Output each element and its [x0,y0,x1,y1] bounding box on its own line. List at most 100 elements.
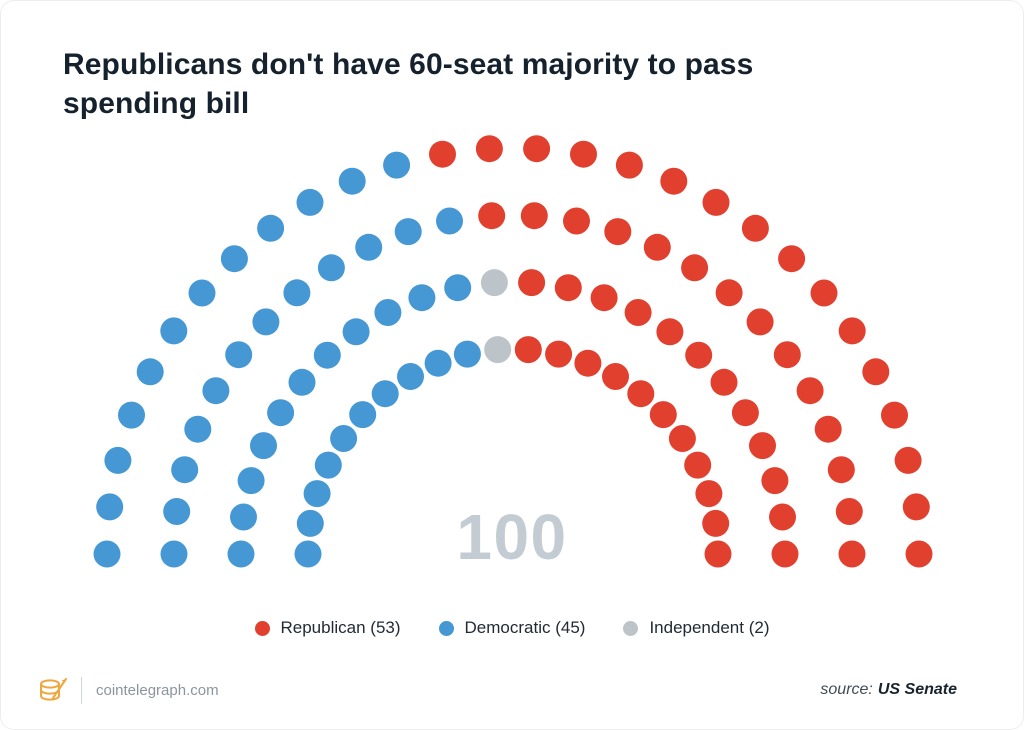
seat-dot-republican [545,340,573,368]
legend-label-democratic: Democratic (45) [464,618,586,637]
legend-item-democratic: Democratic (45) [438,618,586,638]
seat-dot-republican [668,425,696,452]
seat-dot-democratic [436,207,463,235]
seat-dot-republican [684,451,712,479]
seat-dot-republican [715,279,743,307]
seat-dot-republican [838,540,866,568]
total-seats-label: 100 [456,501,568,573]
seat-dot-independent [480,269,508,297]
seat-dot-republican [771,540,799,568]
seat-dot-democratic [317,254,345,282]
seat-dot-democratic [163,498,191,525]
seat-dot-democratic [342,318,370,346]
seat-dot-democratic [230,503,257,531]
legend-item-republican: Republican (53) [254,618,401,638]
seat-dot-republican [773,341,801,369]
seat-dot-democratic [184,415,212,443]
seat-dot-democratic [374,299,402,326]
seat-dot-republican [514,336,542,364]
seat-dot-democratic [296,188,324,216]
seat-dot-republican [862,358,890,386]
seat-dot-republican [749,432,776,460]
seat-dot-republican [554,274,582,302]
footer: cointelegraph.com source: US Senate [1,657,1023,729]
seat-dot-democratic [188,279,216,307]
seat-dot-republican [624,299,652,326]
seat-dot-republican [604,218,632,246]
legend-label-independent: Independent (2) [649,618,770,637]
seat-dot-democratic [397,363,424,390]
seat-dot-republican [643,233,671,261]
seat-dot-democratic [453,340,481,368]
legend-dot-independent [623,620,639,636]
footer-site-text: cointelegraph.com [96,681,219,699]
seat-dot-democratic [314,451,342,479]
seat-dot-democratic [136,358,164,386]
cointelegraph-logo-icon [40,678,67,701]
hemicycle-seat-chart [93,135,933,568]
seat-dot-republican [602,363,629,390]
seat-dot-republican [702,188,730,216]
legend-dot-republican [254,620,270,636]
seat-dot-republican [731,399,759,427]
seat-dot-republican [615,151,643,179]
seat-dot-democratic [303,480,331,508]
seat-dot-democratic [288,368,316,396]
source-name: US Senate [877,681,957,698]
seat-dot-republican [769,503,796,531]
legend-dot-democratic [438,620,454,636]
seat-dot-republican [814,415,842,443]
seat-dot-democratic [171,456,199,484]
seat-dot-republican [746,308,774,336]
seat-dot-republican [796,377,824,405]
seat-dot-democratic [202,377,230,405]
seat-dot-republican [902,493,930,521]
seat-dot-democratic [424,349,452,377]
seat-dot-democratic [338,167,366,195]
seat-dot-republican [905,540,933,568]
seat-dot-democratic [220,245,248,273]
seat-dot-democratic [313,341,341,369]
seat-dot-democratic [394,218,422,246]
seat-dot-republican [590,284,618,312]
seat-dot-democratic [296,509,324,537]
seat-dot-republican [627,380,655,408]
seat-dot-democratic [252,308,280,336]
footer-divider [81,676,82,704]
chart-title-line-2: spending bill [63,87,250,121]
seat-dot-democratic [267,399,295,427]
seat-dot-republican [810,279,838,307]
seat-dot-republican [656,318,684,346]
seat-dot-republican [778,245,806,273]
seat-dot-democratic [160,317,188,345]
seat-dot-democratic [225,341,253,369]
seat-dot-democratic [104,446,132,474]
seat-dot-independent [484,336,512,364]
seat-dot-republican [523,135,551,163]
chart-title-line-1: Republicans don't have 60-seat majority … [63,48,754,82]
seat-dot-democratic [383,151,411,179]
seat-dot-republican [520,202,548,230]
seat-dot-democratic [294,540,322,568]
seat-dot-democratic [444,274,472,302]
source-attribution: source: US Senate [820,681,957,699]
legend: Republican (53) Democratic (45) Independ… [1,618,1023,638]
seat-dot-republican [574,349,602,377]
seat-dot-republican [563,207,590,235]
seat-dot-democratic [330,425,358,452]
seat-dot-republican [685,341,713,369]
seat-dot-republican [835,498,863,525]
seat-dot-republican [649,401,677,429]
legend-label-republican: Republican (53) [280,618,401,637]
seat-dot-republican [704,540,732,568]
seat-dot-republican [429,140,456,168]
seat-dot-republican [570,140,597,168]
seat-dot-republican [827,456,855,484]
seat-dot-democratic [118,401,145,429]
seat-dot-democratic [227,540,255,568]
seat-dot-republican [881,401,908,429]
seat-dot-republican [475,135,503,163]
chart-title: Republicans don't have 60-seat majority … [63,45,753,123]
seat-dot-democratic [408,284,436,312]
